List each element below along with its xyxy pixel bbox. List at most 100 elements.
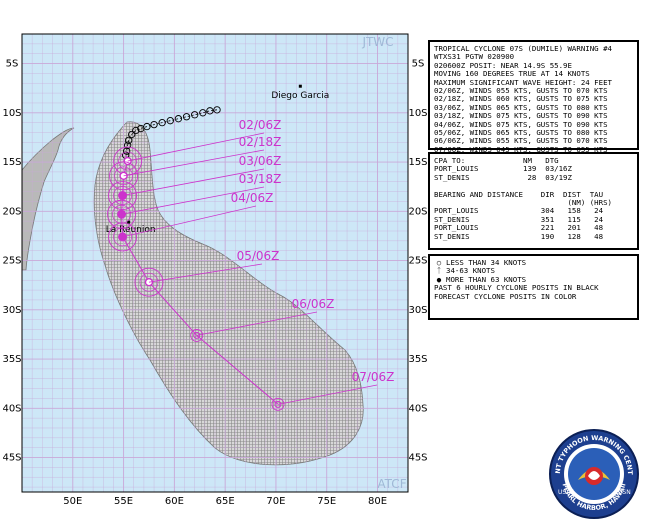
past-posit-marker <box>166 117 174 125</box>
forecast-time-label: 04/06Z <box>231 191 274 205</box>
warning-line: 02/18Z, WINDS 060 KTS, GUSTS TO 075 KTS <box>434 94 608 104</box>
jtwc-label: JTWC <box>361 35 393 49</box>
lat-label-right: 20S <box>408 206 427 217</box>
place-label: La Reunion <box>106 225 156 235</box>
warning-line: 05/06Z, WINDS 065 KTS, GUSTS TO 080 KTS <box>434 128 608 138</box>
past-posit-marker <box>199 109 207 117</box>
open-circle-icon: ○ <box>436 258 442 267</box>
place-marker <box>298 84 302 88</box>
warning-line: TROPICAL CYCLONE 07S (DUMILE) WARNING #4 <box>434 44 612 53</box>
wind-radius-ring <box>108 181 138 210</box>
past-posit-marker <box>213 106 221 114</box>
bearing-row: PORT_LOUIS 304 158 24 <box>434 206 604 216</box>
warning-line: MOVING 160 DEGREES TRUE AT 14 KNOTS <box>434 69 590 79</box>
lat-label-left: 35S <box>2 354 21 365</box>
lon-label: 50E <box>63 496 82 507</box>
map-frame <box>21 33 409 493</box>
wind-radius-ring <box>114 166 133 186</box>
past-posit-marker <box>158 118 166 127</box>
warning-line: 020600Z POSIT: NEAR 14.9S 55.9E <box>434 60 572 70</box>
wind-radius-ring <box>190 328 204 342</box>
legend-panel: ○ LESS THAN 34 KNOTS ᛏ 34-63 KNOTS ● MORE T… <box>428 254 639 320</box>
lon-label: 80E <box>368 496 387 507</box>
warning-panel: TROPICAL CYCLONE 07S (DUMILE) WARNING #4… <box>428 40 639 154</box>
lat-label-right: 10S <box>408 108 427 119</box>
cpa-row: ST_DENIS 28 03/19Z <box>434 172 572 182</box>
bearing-row: ST_DENIS 351 115 24 <box>434 214 604 224</box>
tag-leader-line <box>148 263 263 283</box>
lon-label: 55E <box>114 496 133 507</box>
past-posit-marker <box>122 147 131 155</box>
cyclone-track: 02/06Z 02/18Z 03/06Z 03/18Z 04/06Z 05/06Z 06/0… <box>107 106 395 411</box>
lon-label: 60E <box>165 496 184 507</box>
legend-note: FORECAST CYCLONE POSITS IN COLOR <box>434 291 577 301</box>
warning-line: WTXS31 PGTW 020900 <box>434 52 515 62</box>
wind-radius-ring <box>134 267 164 297</box>
seal-left-text: USAF <box>558 489 574 496</box>
atcf-label: ATCF <box>377 477 406 491</box>
lat-label-left: 45S <box>2 453 21 464</box>
past-posit-marker <box>174 115 183 123</box>
past-posit-marker <box>191 111 199 119</box>
forecast-time-label: 03/06Z <box>239 154 282 168</box>
lat-label-right: 25S <box>408 256 427 267</box>
tag-leader-line <box>196 311 318 336</box>
legend-item: LESS THAN 34 KNOTS <box>446 258 527 267</box>
legend-item: 34-63 KNOTS <box>446 266 495 276</box>
bearing-header: BEARING AND DISTANCE DIR DIST TAU <box>434 189 604 199</box>
warning-line: 02/06Z, WINDS 055 KTS, GUSTS TO 070 KTS <box>434 86 608 96</box>
wind-radius-ring <box>113 186 132 205</box>
lat-label-right: 45S <box>408 453 427 464</box>
jtwc-seal-logo: JOINT TYPHOON WARNING CENTER PEARL HARBO… <box>548 428 639 519</box>
past-posit-marker <box>132 126 140 135</box>
warning-line: 03/06Z, WINDS 065 KTS, GUSTS TO 080 KTS <box>434 102 608 112</box>
lon-label: 65E <box>216 496 235 507</box>
forecast-time-label: 07/06Z <box>352 370 395 384</box>
place-label: Diego Garcia <box>271 91 329 101</box>
lat-label-left: 5S <box>6 59 19 70</box>
wind-radius-ring <box>108 222 138 252</box>
warning-line: 04/06Z, WINDS 075 KTS, GUSTS TO 090 KTS <box>434 119 608 129</box>
wind-radius-ring <box>271 397 285 411</box>
storm-open-icon: ᛏ <box>436 266 442 276</box>
forecast-posit-marker <box>193 331 201 339</box>
legend-item: MORE THAN 63 KNOTS <box>446 274 527 284</box>
wind-radius-ring <box>139 272 159 292</box>
warning-line: 03/18Z, WINDS 075 KTS, GUSTS TO 090 KTS <box>434 111 608 121</box>
cpa-row: PORT_LOUIS 139 03/16Z <box>434 164 572 174</box>
forecast-time-label: 02/18Z <box>239 135 282 149</box>
wind-radius-ring <box>113 227 132 247</box>
lat-label-right: 35S <box>408 354 427 365</box>
warning-line: 06/06Z, WINDS 055 KTS, GUSTS TO 070 KTS <box>434 136 608 146</box>
forecast-time-label: 03/18Z <box>239 172 282 186</box>
lon-label: 70E <box>266 496 285 507</box>
forecast-time-label: 06/06Z <box>292 297 335 311</box>
axis-labels: 5S 5S 10S 10S 15S 15S 20S 20S 25S 25S 30S 30S 35S 35S… <box>2 59 427 507</box>
seal-right-text: USN <box>618 489 631 496</box>
tag-leader-line <box>122 205 257 238</box>
place-marker <box>127 220 131 224</box>
tag-leader-line <box>277 384 378 405</box>
danger-area <box>93 121 364 466</box>
tag-leader-line <box>123 149 265 177</box>
tag-leader-line <box>122 168 265 196</box>
past-posit-marker <box>128 130 136 139</box>
lat-lon-grid <box>22 34 408 492</box>
warning-line: MAXIMUM SIGNIFICANT WAVE HEIGHT: 24 FEET <box>434 77 612 87</box>
cpa-panel: CPA TO: NM DTG PORT_LOUIS 139 03/16Z ST_… <box>428 152 639 250</box>
legend-note: PAST 6 HOURLY CYCLONE POSITS IN BLACK <box>434 283 599 293</box>
lon-label: 75E <box>317 496 336 507</box>
lat-label-right: 40S <box>408 403 427 414</box>
past-posit-marker <box>150 120 158 129</box>
lat-label-left: 25S <box>2 256 21 267</box>
lat-label-right: 5S <box>412 59 425 70</box>
lat-label-left: 20S <box>2 206 21 217</box>
past-posit-marker <box>125 136 133 145</box>
wind-radius-ring <box>118 151 137 171</box>
past-posit-marker <box>182 113 191 121</box>
forecast-time-label: 02/06Z <box>239 118 282 132</box>
storm-filled-icon: ● <box>436 274 442 284</box>
lat-label-right: 30S <box>408 305 427 316</box>
lat-label-left: 40S <box>2 403 21 414</box>
